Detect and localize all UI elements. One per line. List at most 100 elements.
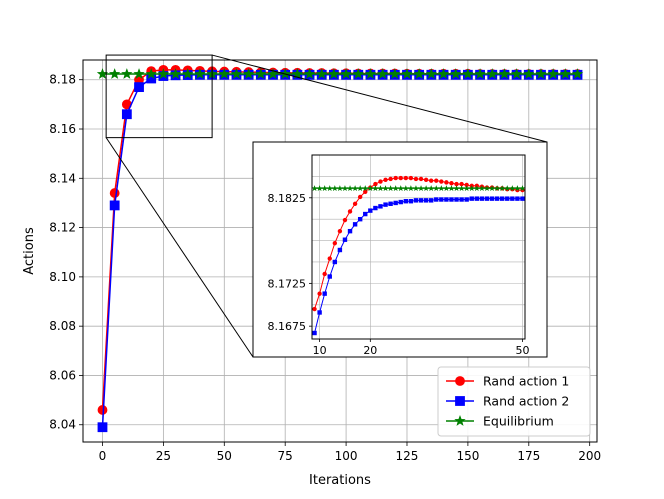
data-point <box>459 197 464 202</box>
data-point <box>341 185 349 192</box>
inset-x-tick-label: 50 <box>515 344 529 357</box>
x-tick-label: 0 <box>99 449 107 463</box>
inset-x-tick-label: 10 <box>313 344 327 357</box>
data-point <box>331 185 338 192</box>
zoom-connector-line <box>211 54 548 143</box>
data-point <box>510 68 523 79</box>
data-point <box>498 68 511 79</box>
y-tick-label: 8.16 <box>49 122 76 136</box>
data-point <box>218 68 230 79</box>
data-point <box>387 185 394 192</box>
data-point <box>321 185 328 192</box>
data-point <box>473 185 480 192</box>
data-point <box>347 209 353 214</box>
data-point <box>450 68 462 79</box>
data-point <box>332 240 338 246</box>
data-point <box>373 205 378 211</box>
data-point <box>478 185 485 192</box>
data-point <box>413 198 419 203</box>
y-axis-label: Actions <box>22 227 37 275</box>
data-point <box>327 256 332 261</box>
data-point <box>377 185 384 192</box>
data-point <box>547 68 559 79</box>
data-point <box>499 196 505 201</box>
data-point <box>488 185 496 192</box>
data-point <box>514 185 521 192</box>
legend-label: Rand action 1 <box>483 374 569 389</box>
data-point <box>303 68 316 79</box>
data-point <box>486 68 498 79</box>
legend-label: Equilibrium <box>483 414 554 429</box>
data-point <box>337 228 343 234</box>
y-tick-label: 8.04 <box>49 418 76 432</box>
data-point <box>357 216 363 222</box>
data-point <box>397 185 404 192</box>
data-point <box>362 185 369 192</box>
x-tick-label: 175 <box>517 449 540 463</box>
data-point <box>383 202 388 207</box>
data-point <box>433 185 440 192</box>
data-point <box>403 199 409 204</box>
series-3 <box>312 185 525 192</box>
data-point <box>418 198 424 203</box>
data-point <box>418 176 424 182</box>
data-point <box>326 185 333 192</box>
data-point <box>317 310 322 315</box>
inset-y-tick-label: 8.1675 <box>268 320 307 333</box>
data-point <box>312 185 318 192</box>
data-point <box>97 422 108 433</box>
data-point <box>437 68 450 79</box>
y-tick-label: 8.06 <box>49 368 76 382</box>
data-point <box>352 68 364 79</box>
data-point <box>438 185 445 192</box>
data-point <box>559 68 571 79</box>
legend-entry: Equilibrium <box>446 414 554 429</box>
data-point <box>403 175 409 181</box>
data-point <box>383 177 388 183</box>
data-point <box>499 185 506 192</box>
data-point <box>483 185 491 192</box>
data-point <box>407 185 414 192</box>
data-point <box>479 196 485 201</box>
x-tick-label: 200 <box>578 449 601 463</box>
legend-marker <box>454 415 466 426</box>
data-point <box>368 208 373 213</box>
data-point <box>327 274 332 279</box>
data-point <box>291 68 304 79</box>
data-point <box>342 237 348 242</box>
data-point <box>413 68 425 79</box>
data-point <box>413 176 419 182</box>
data-point <box>462 68 474 79</box>
data-point <box>340 68 352 79</box>
data-point <box>372 185 379 192</box>
data-point <box>448 185 455 192</box>
data-point <box>449 181 454 186</box>
inset-x-tick-label: 20 <box>363 344 377 357</box>
data-point <box>389 68 401 79</box>
legend-entry: Rand action 1 <box>446 374 569 389</box>
x-tick-label: 150 <box>456 449 479 463</box>
data-point <box>489 196 495 201</box>
data-point <box>169 68 182 79</box>
data-point <box>322 291 327 296</box>
data-point <box>363 189 368 194</box>
y-tick-label: 8.14 <box>49 171 76 185</box>
inset-y-tick-label: 8.1825 <box>268 192 307 205</box>
data-point <box>423 198 429 203</box>
data-point <box>393 200 398 206</box>
zoom-indicator <box>105 54 548 358</box>
data-point <box>267 68 279 79</box>
legend-box <box>437 366 591 437</box>
zoom-region-box <box>105 54 213 139</box>
data-point <box>519 185 525 192</box>
data-point <box>454 197 459 202</box>
main-series <box>96 64 584 433</box>
data-point <box>515 196 520 201</box>
data-point <box>357 194 363 200</box>
inset-axes-frame <box>311 154 526 340</box>
inset-chart: 10 20 50 8.1675 8.1725 8.1825 <box>252 141 548 358</box>
data-point <box>322 271 327 277</box>
x-tick-label: 25 <box>156 449 171 463</box>
data-point <box>393 175 398 181</box>
data-point <box>398 175 403 181</box>
